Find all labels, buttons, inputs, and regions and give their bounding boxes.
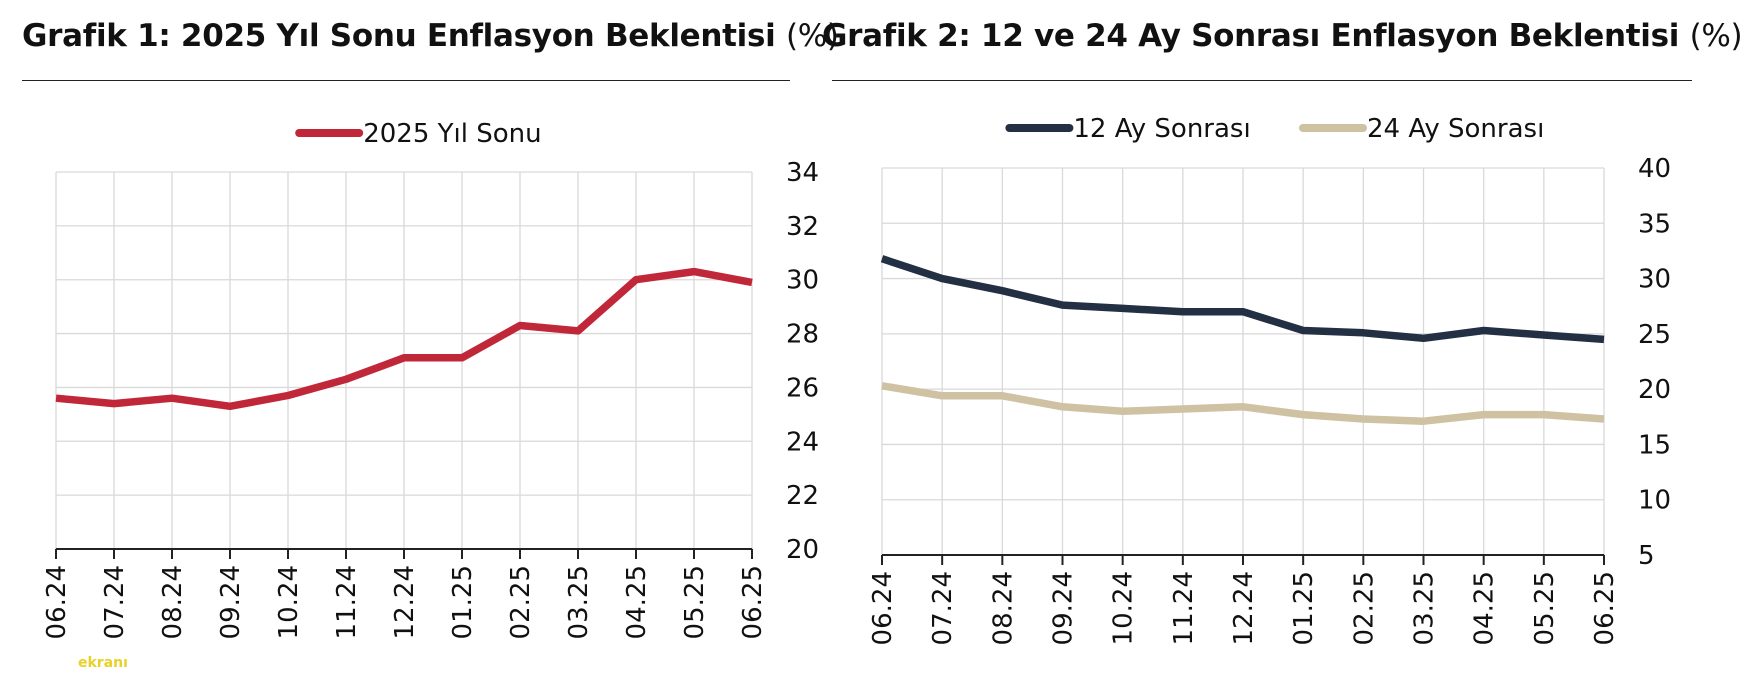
x-tick-label: 01.25 — [1289, 571, 1319, 645]
x-tick-label: 12.24 — [390, 565, 420, 639]
chart-panel-1: Grafik 1: 2025 Yıl Sonu Enflasyon Beklen… — [0, 0, 839, 678]
y-tick-label: 24 — [786, 427, 819, 457]
x-tick-label: 07.24 — [928, 571, 958, 645]
y-tick-label: 30 — [1638, 265, 1671, 295]
x-tick-label: 10.24 — [274, 565, 304, 639]
x-tick-label: 11.24 — [332, 565, 362, 639]
x-tick-label: 09.24 — [216, 565, 246, 639]
legend-label: 2025 Yıl Sonu — [363, 119, 541, 149]
chart-panel-2: Grafik 2: 12 ve 24 Ay Sonrası Enflasyon … — [820, 0, 1742, 678]
x-tick-label: 08.24 — [988, 571, 1018, 645]
y-tick-label: 34 — [786, 158, 819, 188]
x-tick-label: 07.24 — [100, 565, 130, 639]
x-tick-label: 10.24 — [1109, 571, 1139, 645]
watermark-logo: ekranı — [78, 655, 128, 671]
y-tick-label: 35 — [1638, 209, 1671, 239]
x-tick-label: 05.25 — [680, 565, 710, 639]
x-tick-label: 02.25 — [1349, 571, 1379, 645]
x-tick-label: 04.25 — [622, 565, 652, 639]
x-tick-label: 03.25 — [564, 565, 594, 639]
legend-label: 24 Ay Sonrası — [1367, 114, 1544, 144]
y-tick-label: 10 — [1638, 486, 1671, 516]
x-tick-label: 05.25 — [1530, 571, 1560, 645]
x-tick-label: 04.25 — [1470, 571, 1500, 645]
y-tick-label: 15 — [1638, 430, 1671, 460]
x-tick-label: 09.24 — [1049, 571, 1079, 645]
y-tick-label: 5 — [1638, 541, 1655, 571]
chart-1-title-rule — [22, 80, 790, 81]
x-tick-label: 06.24 — [42, 565, 72, 639]
x-tick-label: 03.25 — [1410, 571, 1440, 645]
x-tick-label: 08.24 — [158, 565, 188, 639]
x-tick-label: 11.24 — [1169, 571, 1199, 645]
y-tick-label: 25 — [1638, 320, 1671, 350]
y-tick-label: 28 — [786, 320, 819, 350]
chart-1-title: Grafik 1: 2025 Yıl Sonu Enflasyon Beklen… — [22, 18, 839, 54]
chart-2-title: Grafik 2: 12 ve 24 Ay Sonrası Enflasyon … — [822, 18, 1742, 54]
chart-2-plot: 06.24 07.24 08.24 09.24 10.24 11.24 12.24 01.25… — [868, 114, 1671, 645]
y-tick-label: 22 — [786, 481, 819, 511]
x-tick-label: 02.25 — [506, 565, 536, 639]
y-tick-label: 32 — [786, 212, 819, 242]
x-tick-label: 01.25 — [448, 565, 478, 639]
x-tick-label: 06.25 — [738, 565, 768, 639]
y-tick-label: 20 — [786, 535, 819, 565]
y-tick-label: 26 — [786, 373, 819, 403]
chart-1-plot: 06.24 07.24 08.24 09.24 10.24 11.24 12.24 01.25… — [42, 119, 819, 639]
chart-2-title-rule — [832, 80, 1692, 81]
y-tick-label: 30 — [786, 266, 819, 296]
y-tick-label: 20 — [1638, 375, 1671, 405]
x-tick-label: 12.24 — [1229, 571, 1259, 645]
x-tick-label: 06.24 — [868, 571, 898, 645]
legend-label: 12 Ay Sonrası — [1073, 114, 1250, 144]
y-tick-label: 40 — [1638, 154, 1671, 184]
x-tick-label: 06.25 — [1590, 571, 1620, 645]
